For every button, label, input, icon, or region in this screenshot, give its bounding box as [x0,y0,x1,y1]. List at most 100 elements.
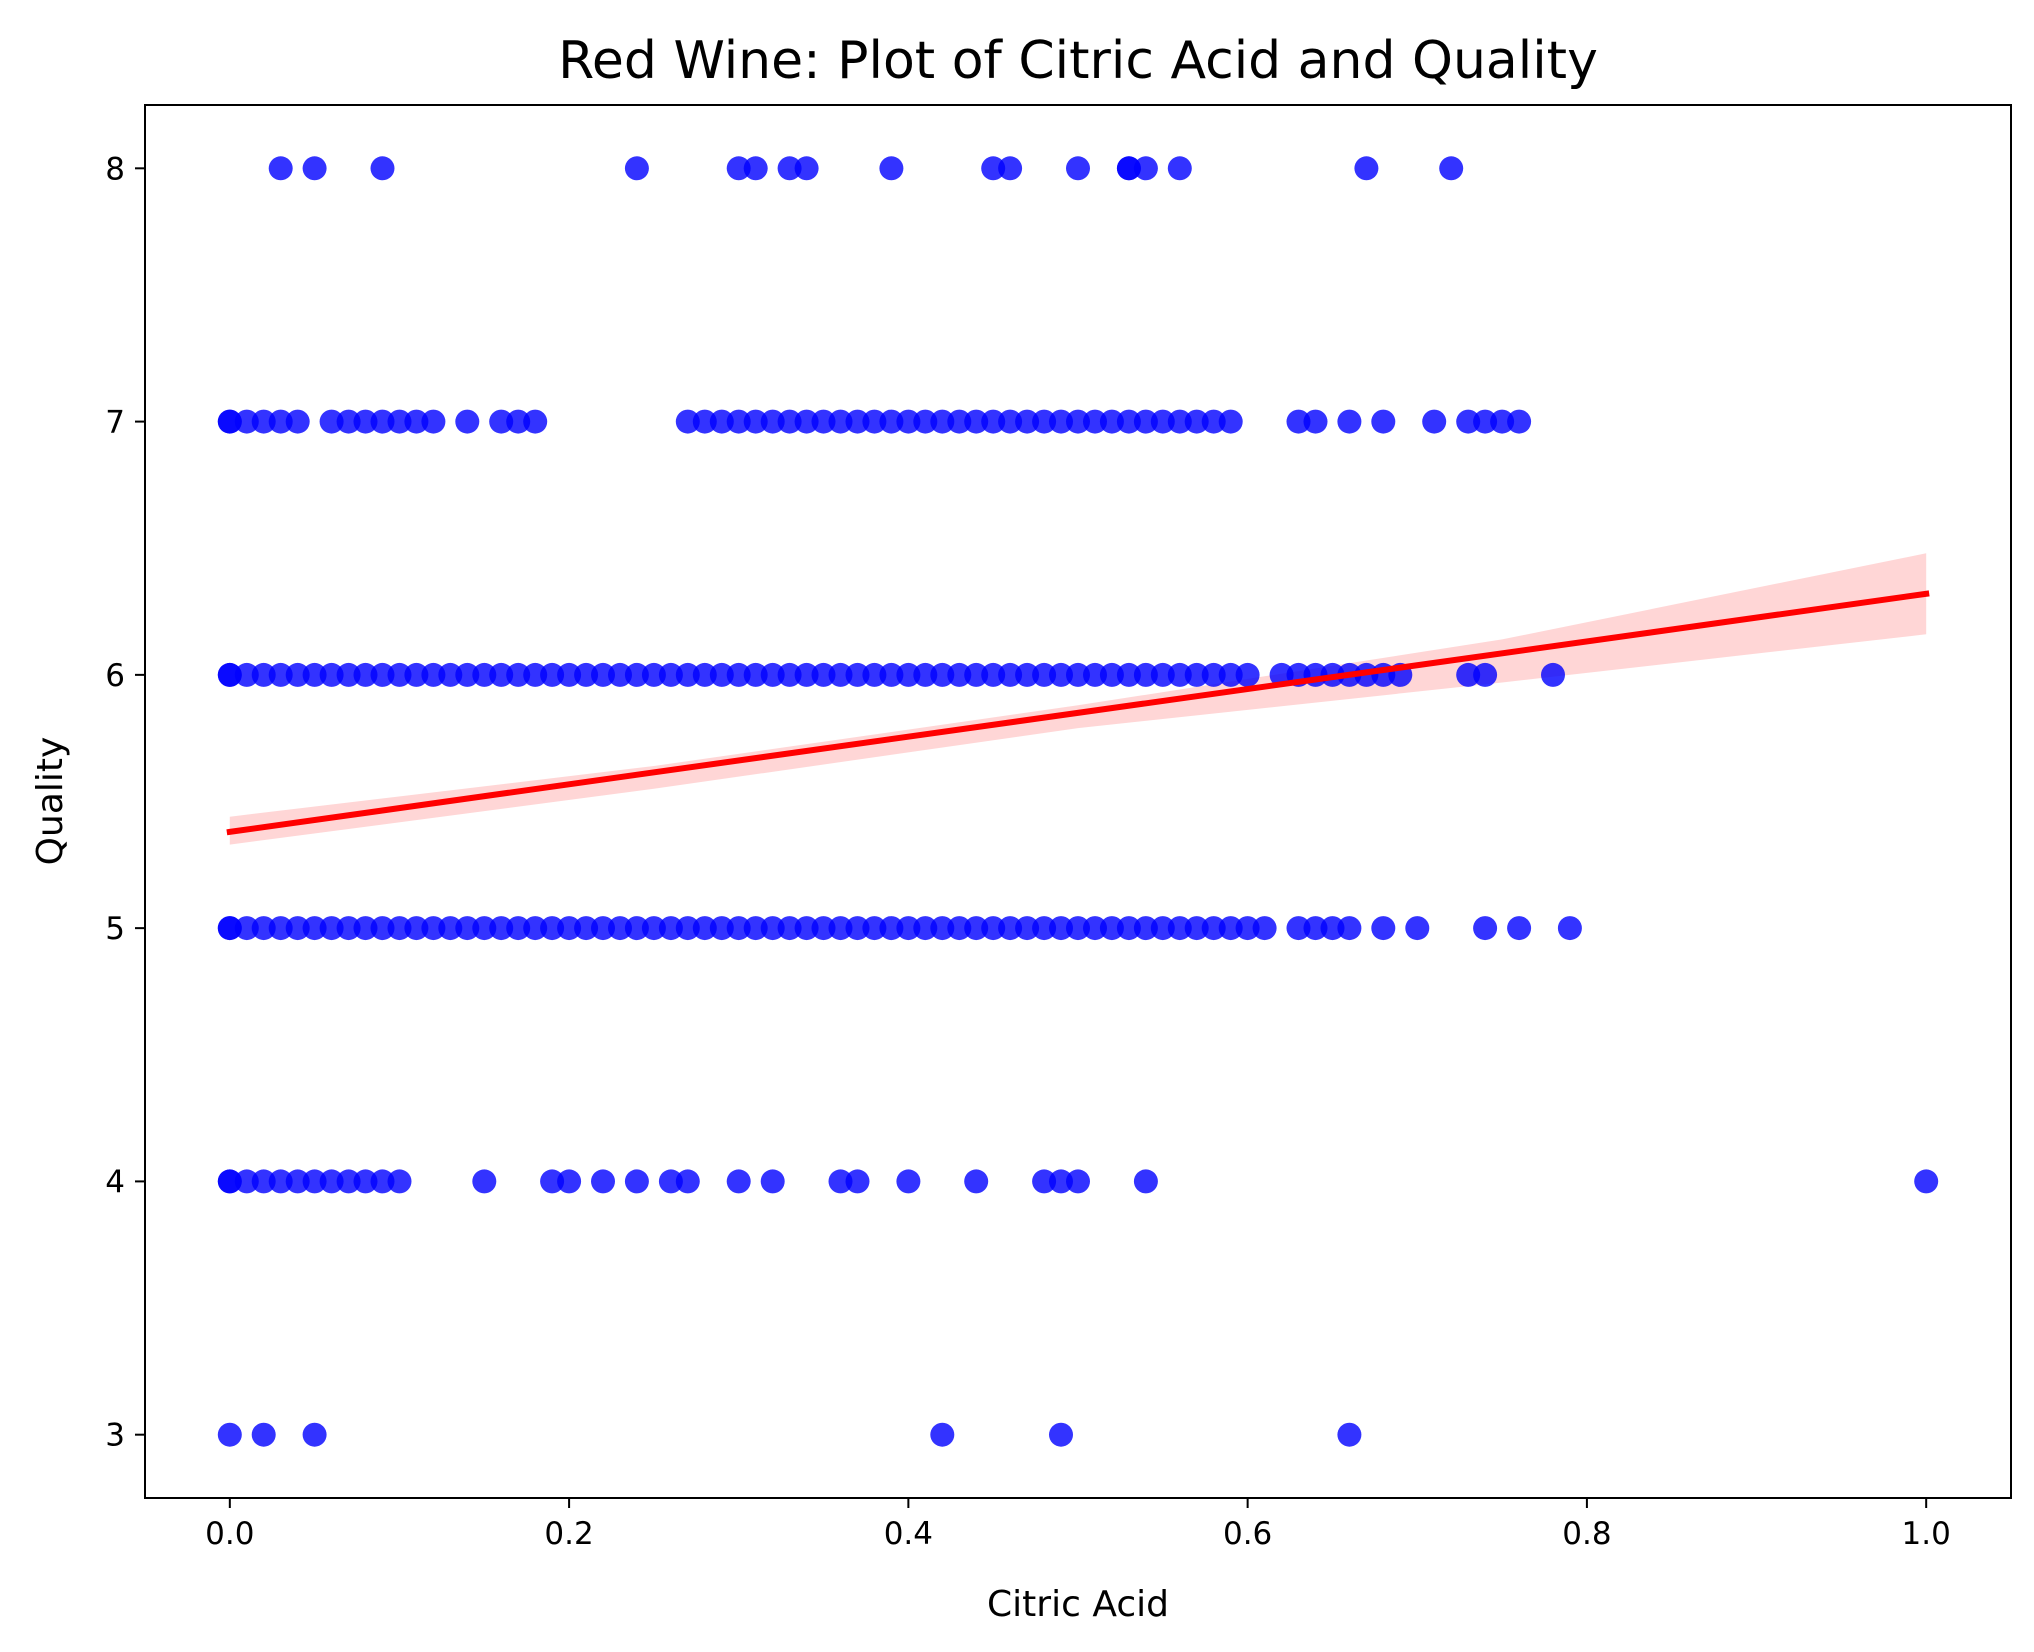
data-point [1066,1169,1090,1194]
data-point [862,916,887,941]
data-point [302,1422,327,1447]
data-point [1066,409,1090,434]
data-point [1133,662,1158,687]
data-point [624,156,649,181]
data-point [1422,409,1447,434]
data-point [641,662,666,687]
data-point [1473,916,1498,941]
data-point [506,409,531,434]
data-point [268,156,293,181]
data-point [1150,409,1175,434]
data-point [608,916,632,941]
data-point [1405,916,1430,941]
data-point [624,662,649,687]
data-point [1541,662,1565,687]
data-point [1116,662,1141,687]
data-point [930,662,955,687]
data-point [1201,916,1226,941]
regression-line-layer [226,590,1930,836]
data-point [845,662,870,687]
data-point [1083,916,1107,941]
data-point [981,409,1006,434]
data-point [964,1169,989,1194]
data-point [472,662,497,687]
y-axis-label: Quality [30,737,71,866]
data-point [591,1169,615,1194]
data-point [1218,662,1243,687]
data-point [285,1169,310,1194]
data-point [1066,916,1090,941]
data-point [1286,409,1311,434]
data-point [879,409,904,434]
data-point [1235,916,1260,941]
data-point [557,1169,582,1194]
data-point [1133,409,1158,434]
data-point [353,916,378,941]
x-tick-label: 0.6 [1223,1516,1272,1552]
data-point [370,156,395,181]
data-point [540,1169,565,1194]
data-point [726,1169,751,1194]
data-point [1133,916,1158,941]
data-point [234,1169,259,1194]
data-point [489,662,514,687]
data-point [557,916,582,941]
data-point [641,916,666,941]
data-point [370,916,395,941]
data-point [1456,662,1481,687]
data-point [1032,409,1057,434]
data-point [675,409,700,434]
data-point [743,916,768,941]
data-point [1099,409,1124,434]
data-point [574,916,599,941]
data-point [1099,662,1124,687]
data-point [285,916,310,941]
data-point [1439,156,1464,181]
data-point [591,662,615,687]
data-point [302,1169,327,1194]
data-point [760,1169,785,1194]
data-point [947,662,972,687]
data-point [302,662,327,687]
data-point [981,662,1006,687]
x-tick-label: 1.0 [1902,1516,1951,1552]
x-axis-ticks: 0.0 0.2 0.4 0.6 0.8 1.0 [205,1498,1951,1552]
data-point [794,916,819,941]
data-point [675,1169,700,1194]
data-point [709,409,734,434]
data-point [828,662,853,687]
data-point [1167,156,1192,181]
data-point [353,662,378,687]
data-point [472,916,497,941]
data-point [879,662,904,687]
data-point [709,662,734,687]
data-point [319,1169,344,1194]
data-point [370,409,395,434]
data-point [692,916,717,941]
x-tick-label: 0.2 [544,1516,593,1552]
data-point [404,409,429,434]
data-point [251,916,276,941]
data-point [760,662,785,687]
data-point [404,916,429,941]
data-point [845,409,870,434]
data-point [658,916,683,941]
data-point [998,916,1023,941]
data-point [1184,916,1209,941]
data-point [1167,916,1192,941]
data-point [1116,156,1141,181]
data-point [1337,409,1362,434]
data-point [557,662,582,687]
data-point [251,409,276,434]
data-point [489,409,514,434]
data-point [285,409,310,434]
data-point [1490,409,1515,434]
data-point [794,662,819,687]
data-point [947,916,972,941]
data-point [879,156,904,181]
data-point [438,662,463,687]
data-point [353,1169,378,1194]
data-point [1218,916,1243,941]
data-point [217,1169,242,1194]
data-point [404,662,429,687]
